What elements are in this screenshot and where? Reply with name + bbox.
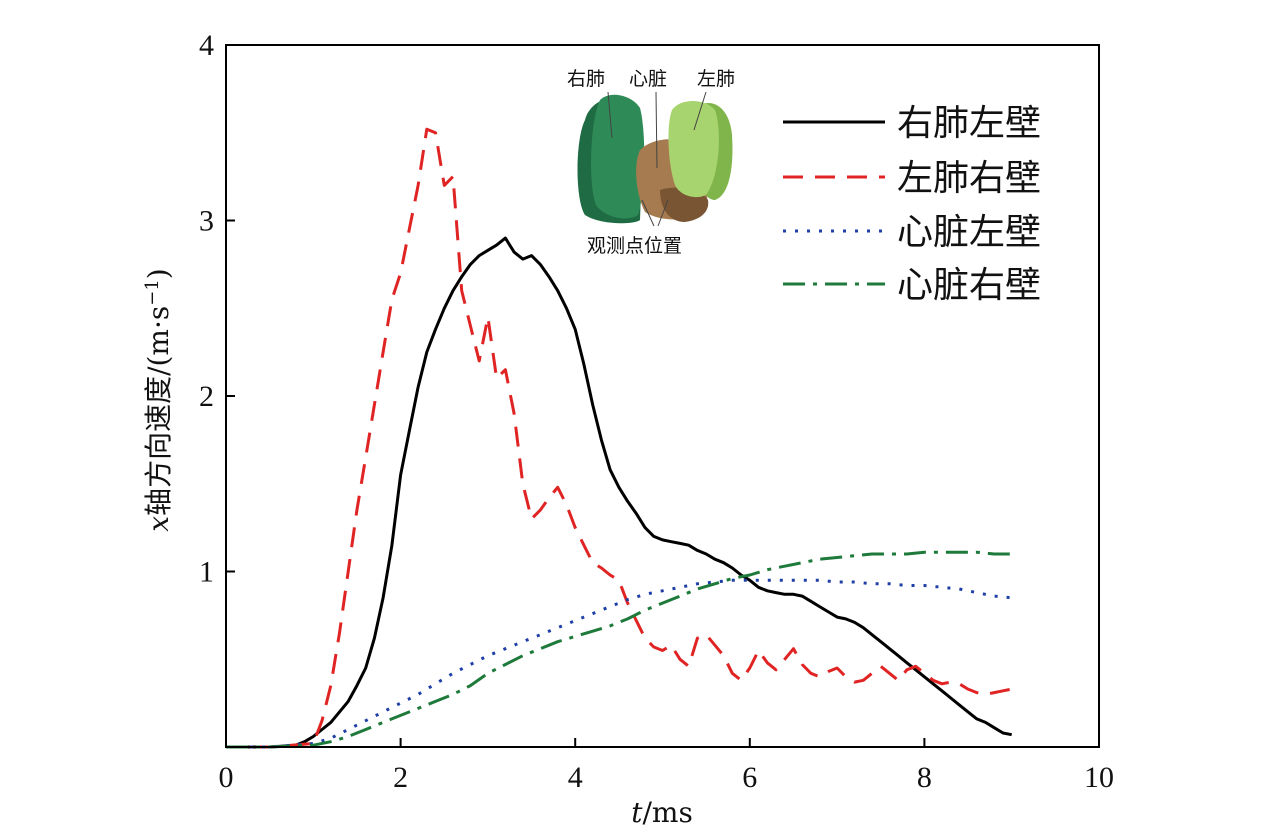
inset-label-right-lung: 右肺 — [567, 68, 605, 90]
y-tick-label: 1 — [199, 556, 214, 589]
right-lung-shape — [591, 94, 645, 219]
series-line-1 — [226, 127, 1012, 749]
x-tick-label: 4 — [568, 761, 583, 794]
series-line-2 — [226, 578, 1012, 749]
series-line-3 — [226, 550, 1012, 749]
y-axis-main: 轴方向速度/(m·s — [142, 306, 175, 516]
inset-label-heart: 心脏 — [629, 68, 667, 90]
y-axis-close: ) — [142, 268, 175, 279]
left-lung-shape — [668, 101, 719, 198]
legend-label-1: 左肺右壁 — [897, 158, 1041, 199]
y-axis-prefix: x — [142, 516, 175, 532]
pointer-left-lung — [693, 91, 707, 131]
x-axis-var: t — [631, 796, 643, 829]
y-tick-label: 4 — [199, 29, 214, 62]
x-tick-label: 6 — [742, 761, 757, 794]
inset-label-left-lung: 左肺 — [697, 68, 735, 90]
pointer-right-lung — [607, 91, 613, 139]
legend-label-2: 心脏左壁 — [897, 212, 1041, 253]
legend-label-3: 心脏右壁 — [897, 265, 1041, 306]
y-tick-label: 2 — [199, 380, 214, 413]
x-axis-label: t/ms — [631, 796, 693, 829]
x-tick-label: 0 — [219, 761, 234, 794]
series-line-0 — [226, 236, 1012, 749]
x-tick-label: 2 — [393, 761, 408, 794]
pointer-observation-2 — [657, 199, 669, 227]
pointer-observation-1 — [641, 199, 655, 227]
inset-organ-diagram: 右肺 心脏 左肺 观测点位置 — [567, 68, 735, 257]
x-tick-label: 10 — [1084, 761, 1114, 794]
y-tick-label: 3 — [199, 205, 214, 238]
x-tick-label: 8 — [917, 761, 932, 794]
y-axis-exp: −1 — [142, 279, 163, 306]
plot-frame — [225, 44, 1100, 748]
pointer-heart — [655, 91, 658, 169]
inset-label-observation: 观测点位置 — [587, 235, 682, 257]
series-lines — [226, 127, 1012, 749]
legend: 右肺左壁 左肺右壁 心脏左壁 心脏右壁 — [783, 103, 1041, 306]
legend-label-0: 右肺左壁 — [897, 103, 1041, 144]
y-axis-label: x轴方向速度/(m·s−1) — [142, 268, 175, 531]
x-axis-unit: /ms — [642, 796, 692, 829]
